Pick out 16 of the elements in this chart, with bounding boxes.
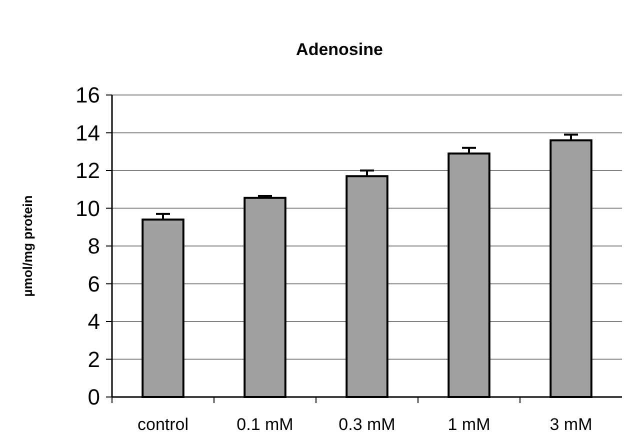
y-tick-label: 2: [88, 346, 100, 372]
chart-title: Adenosine: [296, 40, 383, 59]
x-tick-label: control: [137, 415, 189, 434]
y-tick-label: 16: [76, 82, 100, 108]
x-tick-label: 0.3 mM: [338, 415, 396, 434]
y-tick-label: 4: [88, 309, 100, 334]
x-tick-label: 0.1 mM: [236, 415, 294, 434]
y-tick-label: 12: [76, 158, 100, 184]
y-tick-label: 14: [76, 120, 100, 146]
y-tick-label: 0: [88, 384, 100, 410]
y-tick-label: 6: [88, 271, 100, 296]
x-tick-label: 3 mM: [550, 415, 592, 434]
y-tick-label: 10: [76, 196, 100, 221]
y-axis-title: µmol/mg protein: [20, 195, 35, 297]
y-tick-label: 8: [88, 234, 100, 259]
x-tick-label: 1 mM: [448, 415, 490, 434]
